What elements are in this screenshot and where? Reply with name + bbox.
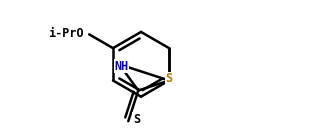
Text: i-PrO: i-PrO [48, 27, 84, 40]
Text: NH: NH [114, 60, 129, 73]
Text: S: S [165, 72, 173, 85]
Text: S: S [133, 113, 140, 126]
